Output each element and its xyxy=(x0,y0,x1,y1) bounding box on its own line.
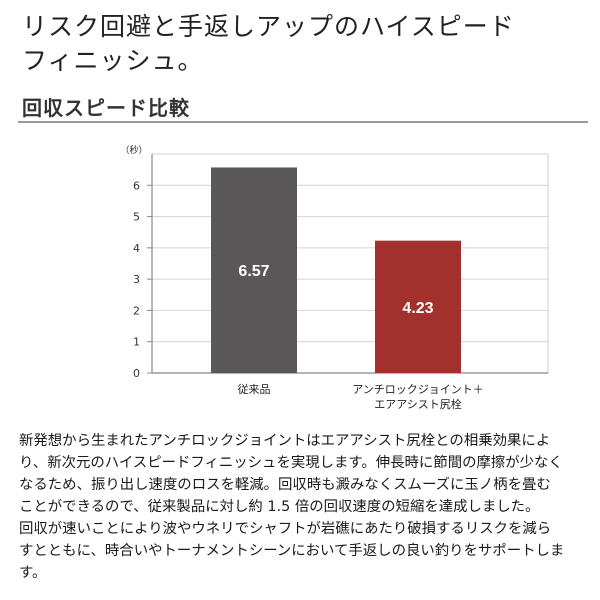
description-line: 新発想から生まれたアンチロックジョイントはエアアシスト尻栓との相乗効果によ xyxy=(19,433,551,449)
section-divider xyxy=(18,121,588,123)
bar xyxy=(375,240,461,373)
description-line: 回収が速いことにより波やウネリでシャフトが岩礁にあたり破損するリスクを減ら xyxy=(19,521,552,537)
bar-value-label: 4.23 xyxy=(402,300,433,317)
y-tick-label: 3 xyxy=(133,273,140,286)
y-tick-label: 4 xyxy=(133,242,140,255)
y-tick-label: 1 xyxy=(133,336,140,349)
description-line: すとともに、時合いやトーナメントシーンにおいて手返しの良い釣りをサポートしま xyxy=(19,543,565,559)
y-tick-label: 2 xyxy=(133,304,140,317)
description-line: ことができるので、従来製品に対し約 1.5 倍の回収速度の短縮を達成しました。 xyxy=(19,499,540,515)
y-tick-label: 0 xyxy=(133,367,140,380)
y-tick-label: 6 xyxy=(133,179,140,192)
headline: リスク回避と手返しアップのハイスピード フィニッシュ。 xyxy=(22,10,592,78)
description-line: なるため、振り出し速度のロスを軽減。回収時も澱みなくスムーズに玉ノ柄を畳む xyxy=(19,477,551,493)
x-category-label: 従来品 xyxy=(238,383,271,396)
speed-comparison-chart: 0 1 2 3 4 5 6 （秒） 6.57 従来品 4.23 アンチロックジョイント＋エアアシスト尻… xyxy=(120,144,549,411)
section-title: 回収スピード比較 xyxy=(22,96,190,120)
y-tick-label: 5 xyxy=(133,211,140,224)
headline-line-1: リスク回避と手返しアップのハイスピード xyxy=(22,12,515,41)
description-text: 新発想から生まれたアンチロックジョイントはエアアシスト尻栓との相乗効果によ り、… xyxy=(19,430,585,584)
bar-value-label: 6.57 xyxy=(238,263,269,280)
x-category-label: エアアシスト尻栓 xyxy=(374,397,462,411)
description-line: す。 xyxy=(19,565,47,581)
y-axis-unit-label: （秒） xyxy=(120,144,147,156)
x-category-label: アンチロックジョイント＋ xyxy=(352,383,484,396)
headline-line-2: フィニッシュ。 xyxy=(22,46,204,75)
bar xyxy=(211,167,297,373)
description-line: り、新次元のハイスピードフィニッシュを実現します。伸長時に節間の摩擦が少なく xyxy=(19,455,563,471)
